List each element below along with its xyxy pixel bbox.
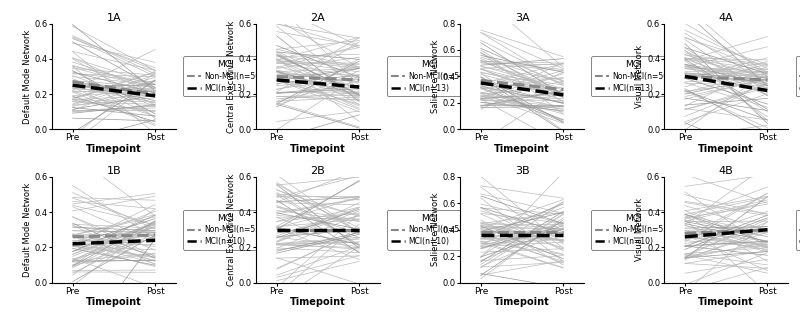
Title: 4A: 4A — [718, 13, 734, 23]
Legend: Non-MCI(n=55), MCI(n=10): Non-MCI(n=55), MCI(n=10) — [591, 210, 675, 250]
Y-axis label: Salience Network: Salience Network — [431, 40, 440, 113]
Legend: Non-MCI(n=56), MCI(n=13): Non-MCI(n=56), MCI(n=13) — [795, 57, 800, 96]
X-axis label: Timepoint: Timepoint — [494, 144, 550, 154]
Title: 2B: 2B — [310, 166, 326, 176]
X-axis label: Timepoint: Timepoint — [290, 144, 346, 154]
X-axis label: Timepoint: Timepoint — [86, 144, 142, 154]
X-axis label: Timepoint: Timepoint — [698, 297, 754, 307]
Legend: Non-MCI(n=56), MCI(n=13): Non-MCI(n=56), MCI(n=13) — [591, 57, 675, 96]
Title: 2A: 2A — [310, 13, 326, 23]
Title: 3A: 3A — [514, 13, 530, 23]
Title: 4B: 4B — [718, 166, 734, 176]
Y-axis label: Default Mode Network: Default Mode Network — [23, 182, 32, 277]
Y-axis label: Central Executive Network: Central Executive Network — [227, 174, 236, 286]
X-axis label: Timepoint: Timepoint — [86, 297, 142, 307]
Legend: Non-MCI(n=56), MCI(n=13): Non-MCI(n=56), MCI(n=13) — [183, 57, 266, 96]
Title: 3B: 3B — [514, 166, 530, 176]
X-axis label: Timepoint: Timepoint — [698, 144, 754, 154]
Y-axis label: Central Executive Network: Central Executive Network — [227, 20, 236, 133]
Legend: Non-MCI(n=55), MCI(n=10): Non-MCI(n=55), MCI(n=10) — [183, 210, 266, 250]
Y-axis label: Default Mode Network: Default Mode Network — [23, 29, 32, 124]
Title: 1B: 1B — [106, 166, 121, 176]
Legend: Non-MCI(n=55), MCI(n=10): Non-MCI(n=55), MCI(n=10) — [387, 210, 471, 250]
X-axis label: Timepoint: Timepoint — [494, 297, 550, 307]
Legend: Non-MCI(n=55), MCI(n=10): Non-MCI(n=55), MCI(n=10) — [795, 210, 800, 250]
Title: 1A: 1A — [106, 13, 121, 23]
Y-axis label: Salience Network: Salience Network — [431, 193, 440, 267]
Y-axis label: Visual Network: Visual Network — [635, 198, 644, 261]
Y-axis label: Visual Network: Visual Network — [635, 45, 644, 108]
Legend: Non-MCI(n=56), MCI(n=13): Non-MCI(n=56), MCI(n=13) — [387, 57, 471, 96]
X-axis label: Timepoint: Timepoint — [290, 297, 346, 307]
